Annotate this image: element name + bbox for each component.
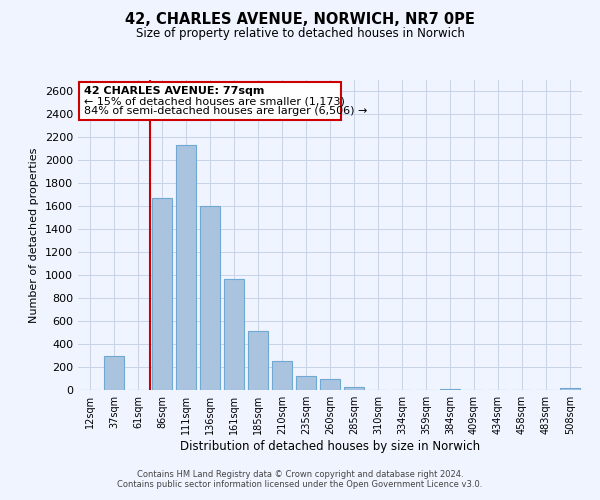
Bar (248, 332, 268, 390)
Bar (344, 386, 364, 390)
Text: 84% of semi-detached houses are larger (6,506) →: 84% of semi-detached houses are larger (… (84, 106, 367, 117)
Text: Contains public sector information licensed under the Open Government Licence v3: Contains public sector information licen… (118, 480, 482, 489)
Text: 42, CHARLES AVENUE, NORWICH, NR7 0PE: 42, CHARLES AVENUE, NORWICH, NR7 0PE (125, 12, 475, 28)
Bar (152, 198, 172, 390)
Text: Size of property relative to detached houses in Norwich: Size of property relative to detached ho… (136, 28, 464, 40)
Bar (200, 206, 220, 390)
Bar (272, 360, 292, 390)
FancyBboxPatch shape (79, 82, 341, 120)
Bar (320, 378, 340, 390)
Text: Contains HM Land Registry data © Crown copyright and database right 2024.: Contains HM Land Registry data © Crown c… (137, 470, 463, 479)
Y-axis label: Number of detached properties: Number of detached properties (29, 148, 40, 322)
Text: 42 CHARLES AVENUE: 77sqm: 42 CHARLES AVENUE: 77sqm (84, 86, 265, 96)
X-axis label: Distribution of detached houses by size in Norwich: Distribution of detached houses by size … (180, 440, 480, 453)
Bar (296, 376, 316, 390)
Bar (560, 388, 580, 390)
Text: ← 15% of detached houses are smaller (1,173): ← 15% of detached houses are smaller (1,… (84, 96, 345, 106)
Bar (224, 278, 244, 390)
Bar (176, 146, 196, 390)
Bar (104, 356, 124, 390)
